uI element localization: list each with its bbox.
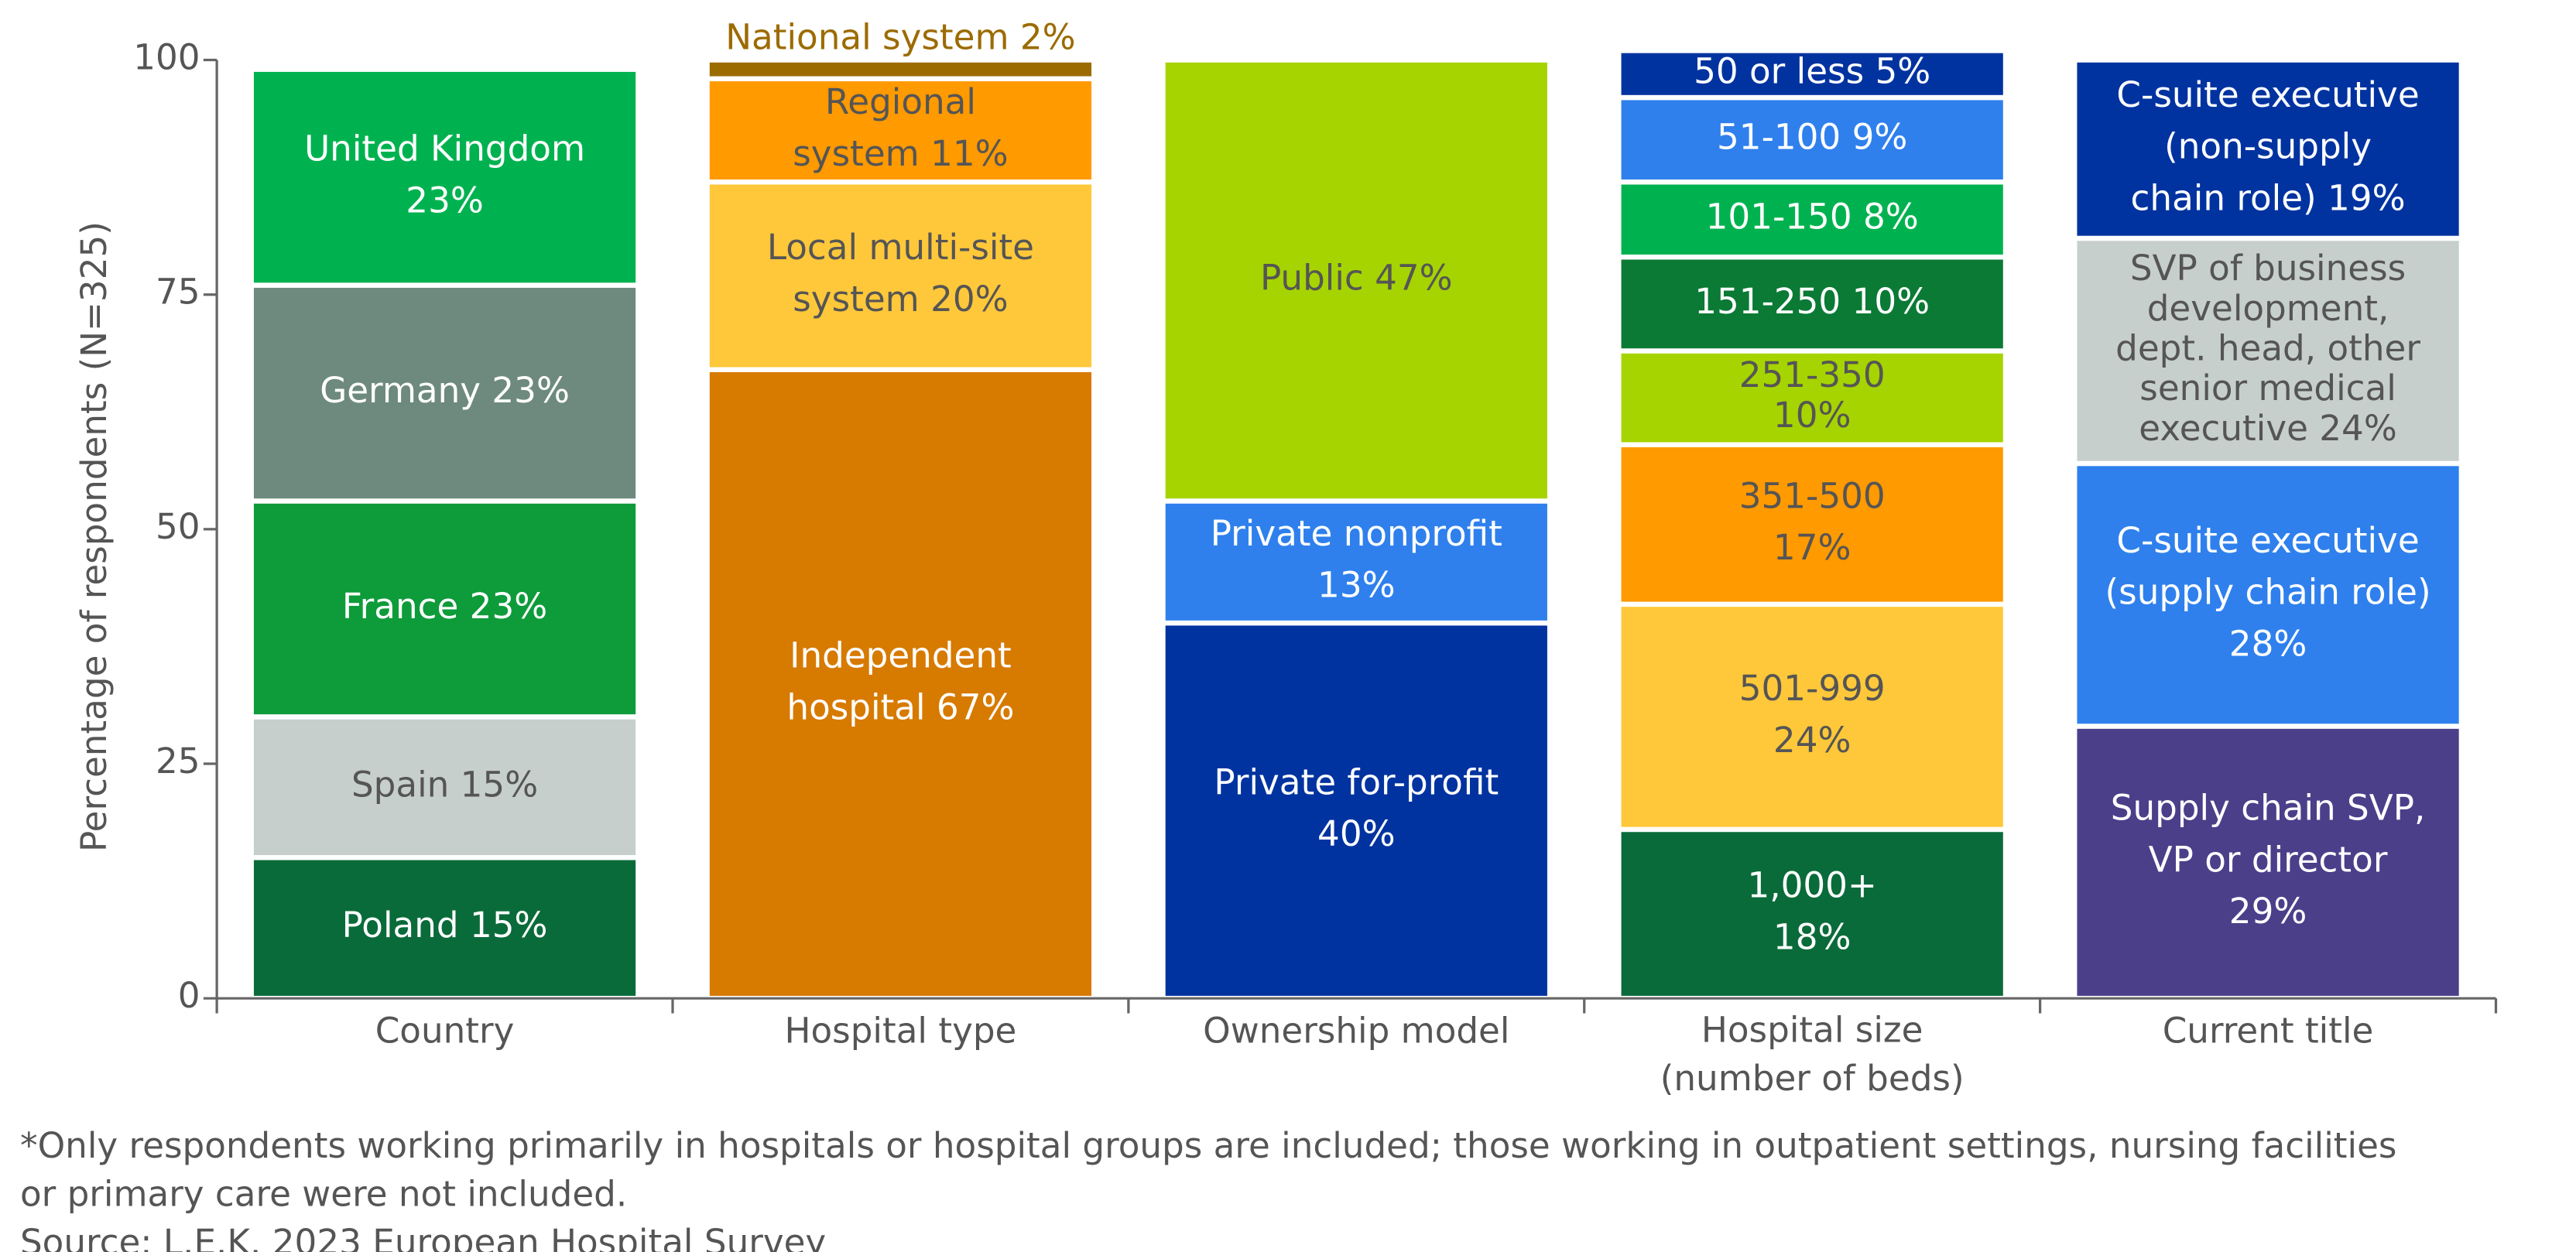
segment-label: Independent hospital 67% <box>786 635 1014 728</box>
bar-segment <box>1616 179 2009 260</box>
bar-segment <box>1616 826 2009 1001</box>
y-axis-label: Percentage of respondents (N=325) <box>74 221 115 852</box>
segment-label: 501-999 24% <box>1739 668 1886 761</box>
segment-label: 351-500 17% <box>1739 475 1886 568</box>
segment-label: Supply chain SVP, VP or director 29% <box>2111 788 2426 932</box>
bar-segment <box>1616 442 2009 607</box>
bar-segment <box>2071 723 2465 1001</box>
x-tick-label: Current title <box>2163 1010 2374 1051</box>
segment-label: C-suite executive (supply chain role) 28% <box>2105 520 2431 665</box>
segment-label: 151-250 10% <box>1694 281 1930 322</box>
bar-segment <box>2071 460 2465 729</box>
x-tick-label: Hospital size (number of beds) <box>1660 1009 1965 1098</box>
bar-segment <box>2071 235 2465 467</box>
y-tick-label: 0 <box>178 975 200 1016</box>
segment-label: Spain 15% <box>351 764 538 805</box>
segment-label: 51-100 9% <box>1717 117 1907 158</box>
segment-label: France 23% <box>342 586 547 627</box>
footnote: Source: L.E.K. 2023 European Hospital Su… <box>20 1222 826 1252</box>
bar-segment <box>248 855 641 1001</box>
segment-label: Public 47% <box>1260 258 1453 299</box>
bar-segment <box>704 57 1097 82</box>
bar-segment <box>1160 620 1553 1001</box>
segment-label: Germany 23% <box>320 370 570 411</box>
bar-segment <box>1616 348 2009 447</box>
segment-label: Regional system 11% <box>793 81 1008 174</box>
bar-segment <box>1160 498 1553 626</box>
bar-segment <box>1616 48 2009 101</box>
segment-label: Poland 15% <box>342 905 548 946</box>
x-tick-label: Hospital type <box>784 1010 1016 1051</box>
y-tick-label: 50 <box>156 506 200 547</box>
bar-segment <box>2071 57 2465 241</box>
segment-label: Local multi-site system 20% <box>767 227 1034 320</box>
footnote: or primary care were not included. <box>20 1173 627 1214</box>
segment-label: 101-150 8% <box>1706 197 1919 238</box>
segment-label: National system 2% <box>725 17 1075 58</box>
bar-segment <box>1616 254 2009 354</box>
x-tick-label: Country <box>375 1010 515 1051</box>
y-tick-label: 25 <box>156 741 200 782</box>
bar-segment <box>1616 601 2009 833</box>
x-tick-label: Ownership model <box>1203 1010 1509 1051</box>
bar-segment <box>704 76 1097 185</box>
bar-segment <box>248 67 641 288</box>
bar-segment <box>248 714 641 860</box>
segment-label: 50 or less 5% <box>1694 51 1930 92</box>
segment-label: 251-350 10% <box>1739 354 1886 436</box>
segment-label: 1,000+ 18% <box>1748 865 1877 958</box>
segment-label: United Kingdom 23% <box>304 128 585 221</box>
y-tick-label: 75 <box>156 272 200 313</box>
bar-segment <box>704 179 1097 372</box>
segment-label: C-suite executive (non-supply chain role) … <box>2116 74 2419 219</box>
bar-segment <box>1160 57 1553 504</box>
segment-label: Private nonprofit 13% <box>1211 513 1502 606</box>
footnote: *Only respondents working primarily in h… <box>20 1125 2397 1166</box>
bar-segment <box>704 367 1097 1001</box>
y-tick-label: 100 <box>133 37 200 78</box>
segment-label: Private for-profit 40% <box>1214 761 1499 854</box>
segment-label: SVP of business development, dept. head, o… <box>2115 248 2420 449</box>
